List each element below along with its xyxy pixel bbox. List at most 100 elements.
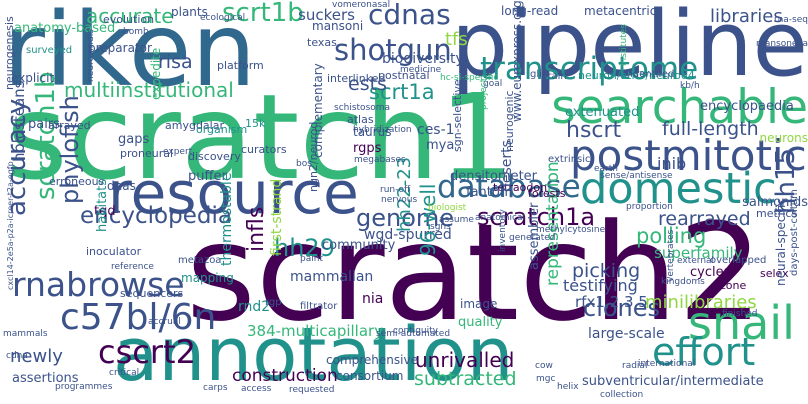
word-scratch2: scratch2: [186, 195, 764, 351]
word-cow: cow: [535, 361, 553, 371]
word-neurogenesis: neurogenesis: [3, 16, 16, 90]
word-384-multicapillary: 384-multicapillary: [247, 322, 384, 340]
word-large-scale: large-scale: [588, 326, 665, 342]
word-inoculator: inoculator: [86, 245, 142, 258]
word-texas: texas: [307, 36, 337, 49]
word-methylcytosine: methylcytosine: [536, 225, 606, 235]
word-neurogenic: neurogenic: [503, 90, 516, 152]
word-superfamily: superfamily: [654, 244, 743, 262]
word-sgn-selective: sgn-selective: [451, 79, 464, 152]
word-tfs: tfs: [445, 29, 468, 50]
word-subtracted: subtracted: [414, 368, 517, 390]
word-biologist: biologist: [428, 203, 467, 213]
word-cdna: cdna: [6, 351, 28, 361]
word-transcriptome: transcriptome: [480, 51, 699, 87]
word-hh29: hh29: [274, 234, 335, 262]
word-zone: zone: [720, 279, 747, 292]
word-identifed: identifed: [630, 69, 675, 80]
word-scratch1: scratch1: [6, 68, 515, 206]
word-snail: snail: [688, 296, 795, 350]
word-puffer: puffer: [188, 169, 227, 184]
word-sequencers: sequencers: [120, 287, 184, 300]
word-preparator: preparator: [88, 41, 152, 55]
word-evolution: evolution: [103, 13, 155, 26]
word-mgc: mgc: [536, 374, 556, 384]
word-megabases: megabases: [354, 155, 406, 165]
word-project: project: [479, 78, 489, 110]
word-rnd2: rnd2: [238, 299, 271, 315]
word-rgps: rgps: [353, 141, 382, 156]
word-amygdalar: amygdalar: [165, 119, 224, 132]
word-encyclopedia: encyclopedia: [80, 203, 232, 229]
word-resource: resource: [108, 159, 359, 227]
word-wgd-spurred: wgd-spurred: [364, 227, 452, 243]
word-run-off: run-off: [380, 185, 411, 195]
word-fantom: fantom: [466, 185, 513, 200]
word-helix: helix: [557, 382, 579, 392]
word-nervous: nervous: [381, 195, 418, 205]
word-shotgun: shotgun: [334, 33, 452, 67]
word-picking: picking: [572, 260, 641, 282]
word-kingdoms: kingdoms: [661, 277, 705, 287]
word-international: international: [638, 359, 696, 369]
word-radial: radial: [622, 361, 648, 371]
word-contiguity: contiguity: [393, 326, 438, 336]
word-explicit: explicit: [11, 71, 55, 85]
word-ces-1: ces-1: [417, 122, 455, 138]
word-institutes: institutes: [619, 24, 629, 66]
word-bomb: bomb: [123, 27, 149, 37]
word-finished: finished: [722, 309, 758, 319]
word-hc-sl-specific: hc-sl-specific: [440, 73, 499, 83]
word-cscrt2: cscrt2: [98, 333, 196, 371]
word-proneural: proneural: [120, 147, 174, 160]
word-medicine: medicine: [400, 65, 442, 75]
word-ecological: ecological: [200, 13, 246, 23]
word-risa: risa: [158, 51, 193, 73]
word-days-post-coitum: days-post-coitum: [789, 189, 800, 276]
word-effort: effort: [652, 330, 756, 374]
word-curators: curators: [241, 143, 287, 156]
word-mya: mya: [426, 138, 455, 153]
word-consortium: consortium: [336, 369, 404, 383]
word-encyclopaedia: encyclopaedia: [700, 99, 794, 114]
word-earth: earth: [594, 164, 618, 174]
word-c57bl6n: c57bl/6n: [60, 297, 217, 338]
word-glia: glia: [530, 69, 549, 80]
word-interlinked: interlinked: [327, 72, 386, 85]
word-anatomy-based: anatomy-based: [14, 21, 116, 36]
word-nia: nia: [362, 291, 384, 307]
word-newly: newly: [10, 346, 63, 367]
word-filtrator: filtrator: [300, 301, 338, 312]
word-collection: collection: [600, 390, 644, 400]
word-tgd: tgd: [94, 204, 116, 219]
word-community: community: [322, 238, 396, 253]
word-taurus: taurus: [353, 125, 392, 139]
word-metacentric: metacentric: [584, 4, 657, 18]
word-assume: assume: [439, 215, 474, 225]
word-first-strand: first-strand: [269, 178, 285, 256]
word-brain: brain: [541, 71, 567, 82]
word-bos: bos: [296, 159, 312, 169]
word-libraries: libraries: [710, 6, 783, 27]
word-anatomical: anatomical: [475, 213, 526, 223]
word-kb-h: kb/h: [680, 81, 700, 91]
word-access: access: [241, 384, 272, 394]
word-cdnas: cdnas: [368, 0, 451, 31]
word-accrual: accrual: [148, 317, 181, 327]
word-sense-antisense: sense/antisense: [600, 171, 673, 181]
word-cxcl14-2e5a-p2a-icreer-t2a-egfp: cxcl14-2e5a-p2a-icreer-t2a-egfp: [6, 161, 15, 290]
word-ngn2-neurod: ngn2/neurod: [307, 121, 320, 192]
word-pairs: pairs: [28, 117, 60, 132]
word-arrayed: arrayed: [48, 119, 91, 132]
word-surveyed: surveyed: [26, 45, 73, 56]
word-inventory: inventory: [498, 209, 508, 252]
word-clones: clones: [583, 294, 661, 322]
word-carps: carps: [203, 383, 228, 393]
word-metazoa: metazoa: [178, 255, 222, 266]
word-annotation: annotation: [113, 312, 514, 398]
word-quality: quality: [458, 315, 503, 330]
word-tetraodon: tetraodon: [493, 181, 548, 194]
word-riken: riken: [3, 0, 257, 110]
word-neuron-ath3-neurod4: neuron/ath3/neurod4: [578, 69, 695, 82]
word-representation: representation: [543, 161, 563, 286]
